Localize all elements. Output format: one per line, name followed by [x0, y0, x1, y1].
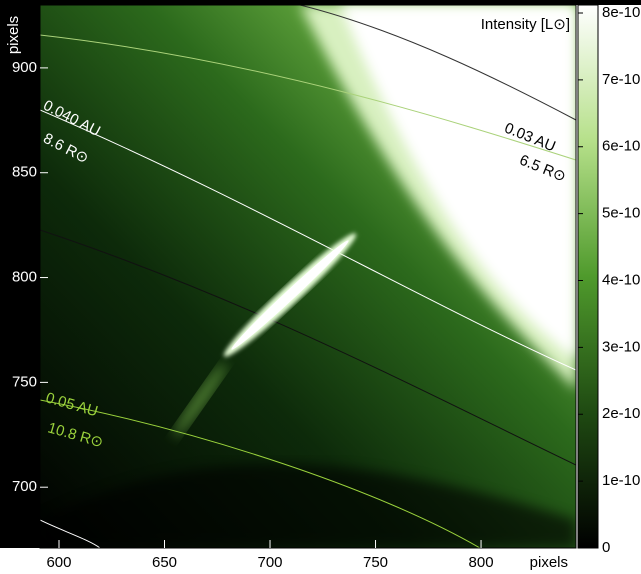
x-axis-label: pixels — [530, 554, 568, 571]
y-tick-label: 800 — [12, 269, 37, 286]
frame — [0, 0, 641, 5]
plot-frame — [39, 4, 577, 549]
colorbar-tick-label: 1e-10 — [602, 472, 640, 489]
colorbar-tick-label: 3e-10 — [602, 338, 640, 355]
frame — [0, 0, 40, 548]
colorbar-tick-label: 0 — [602, 539, 610, 556]
x-tick-label: 800 — [469, 554, 494, 571]
colorbar-tick-label: 8e-10 — [602, 4, 640, 21]
colorbar-title: Intensity [L⊙] — [481, 16, 570, 33]
image — [40, 5, 576, 548]
colorbar-tick-label: 7e-10 — [602, 71, 640, 88]
x-tick-label: 600 — [46, 554, 71, 571]
x-tick-label: 650 — [152, 554, 177, 571]
x-tick-label: 700 — [258, 554, 283, 571]
colorbar-tick-label: 5e-10 — [602, 205, 640, 222]
y-tick-label: 900 — [12, 59, 37, 76]
y-axis-label: pixels — [5, 16, 22, 54]
y-tick-label: 850 — [12, 164, 37, 181]
colorbar-tick-label: 6e-10 — [602, 138, 640, 155]
colorbar-tick-label: 2e-10 — [602, 405, 640, 422]
y-tick-label: 750 — [12, 373, 37, 390]
colorbar — [577, 4, 599, 549]
colorbar-tick-label: 4e-10 — [602, 271, 640, 288]
y-tick-label: 700 — [12, 478, 37, 495]
x-tick-label: 750 — [363, 554, 388, 571]
